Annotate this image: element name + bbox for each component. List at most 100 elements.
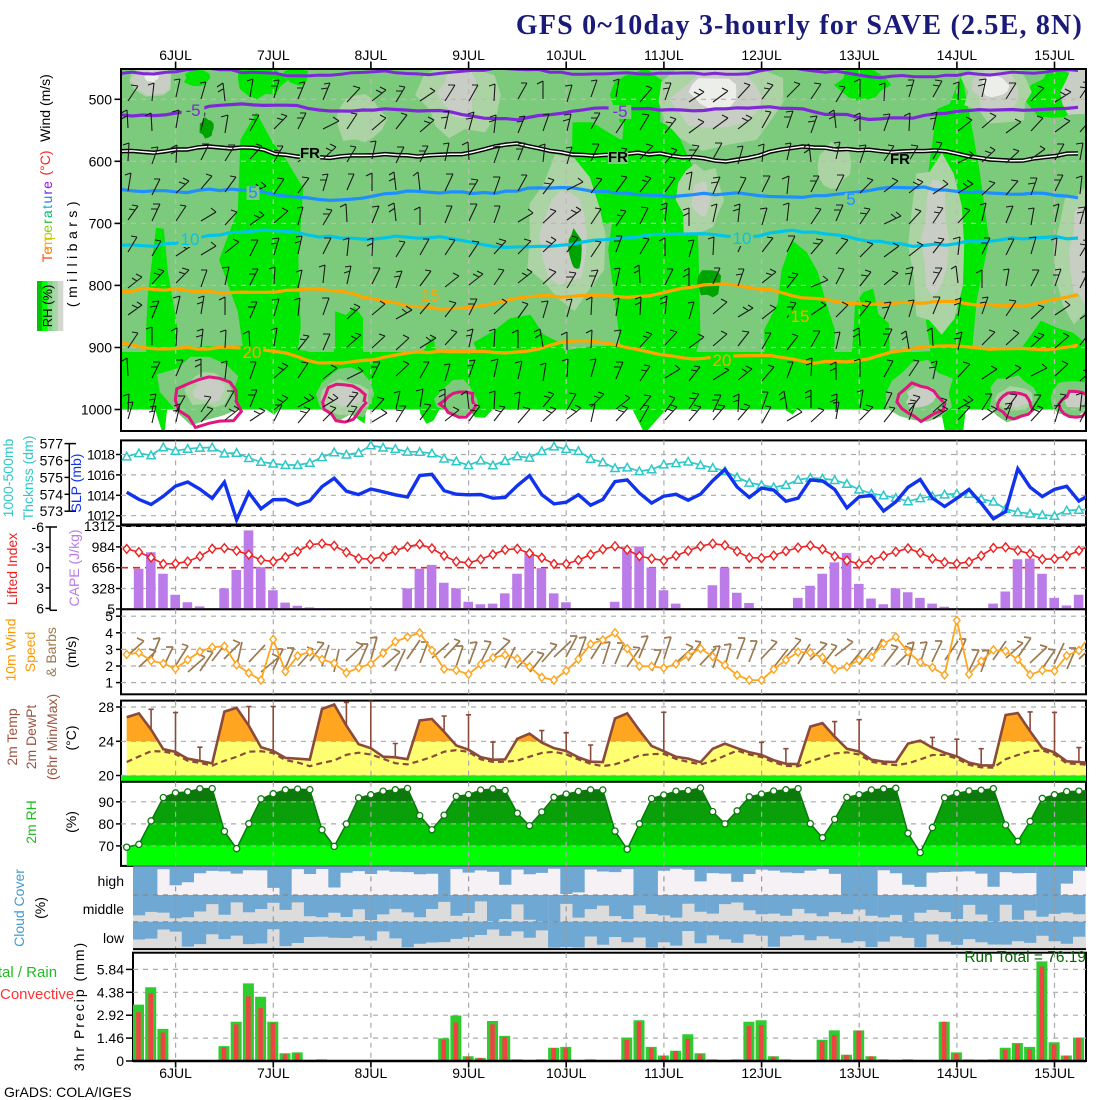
svg-text:(°C): (°C) bbox=[63, 725, 79, 750]
svg-text:800: 800 bbox=[89, 277, 113, 293]
svg-text:-3: -3 bbox=[32, 539, 45, 555]
svg-text:low: low bbox=[103, 930, 125, 946]
svg-text:328: 328 bbox=[92, 581, 116, 597]
svg-text:1016: 1016 bbox=[87, 467, 115, 483]
svg-text:GrADS: COLA/IGES: GrADS: COLA/IGES bbox=[4, 1084, 132, 1100]
svg-text:(m/s): (m/s) bbox=[63, 636, 79, 668]
svg-text:& Barbs: & Barbs bbox=[43, 627, 59, 677]
svg-text:700: 700 bbox=[89, 215, 113, 231]
svg-text:FR: FR bbox=[300, 145, 320, 162]
svg-text:4: 4 bbox=[105, 625, 113, 641]
svg-text:(millibars): (millibars) bbox=[64, 197, 80, 307]
svg-text:(%): (%) bbox=[63, 811, 79, 833]
svg-text:3hr Precip (mm): 3hr Precip (mm) bbox=[71, 941, 87, 1071]
svg-text:middle: middle bbox=[83, 901, 124, 917]
svg-text:573: 573 bbox=[40, 503, 64, 519]
svg-text:6: 6 bbox=[36, 600, 44, 616]
svg-text:0: 0 bbox=[36, 560, 44, 576]
svg-text:6JUL: 6JUL bbox=[159, 47, 192, 63]
svg-text:1014: 1014 bbox=[87, 487, 115, 503]
svg-text:-6: -6 bbox=[32, 519, 45, 535]
svg-text:-5: -5 bbox=[185, 101, 200, 120]
svg-text:1: 1 bbox=[105, 675, 113, 691]
svg-text:656: 656 bbox=[92, 560, 116, 576]
svg-text:20: 20 bbox=[713, 351, 732, 370]
svg-text:p: p bbox=[39, 232, 55, 240]
svg-text:7JUL: 7JUL bbox=[257, 1065, 290, 1081]
svg-text:984: 984 bbox=[92, 539, 116, 555]
svg-text:1312: 1312 bbox=[84, 518, 115, 534]
svg-text:1.46: 1.46 bbox=[97, 1030, 124, 1046]
svg-text:7JUL: 7JUL bbox=[257, 47, 290, 63]
svg-text:(%): (%) bbox=[32, 897, 48, 919]
svg-text:2: 2 bbox=[105, 658, 113, 674]
svg-text:80: 80 bbox=[98, 816, 114, 832]
svg-text:FR: FR bbox=[608, 149, 628, 166]
svg-text:10JUL: 10JUL bbox=[546, 1065, 587, 1081]
svg-text:4.38: 4.38 bbox=[97, 984, 124, 1000]
svg-text:8JUL: 8JUL bbox=[355, 47, 388, 63]
svg-text:SLP (mb): SLP (mb) bbox=[68, 454, 84, 513]
svg-text:Thcknss (dm): Thcknss (dm) bbox=[20, 436, 36, 521]
svg-text:11JUL: 11JUL bbox=[644, 47, 684, 63]
svg-text:15JUL: 15JUL bbox=[1034, 47, 1075, 63]
svg-text:e: e bbox=[39, 181, 55, 189]
svg-text:15: 15 bbox=[421, 286, 440, 305]
svg-text:m: m bbox=[39, 238, 55, 250]
svg-text:5: 5 bbox=[105, 608, 113, 624]
svg-text:10: 10 bbox=[733, 229, 752, 248]
svg-text:13JUL: 13JUL bbox=[839, 47, 880, 63]
svg-text:6JUL: 6JUL bbox=[159, 1065, 192, 1081]
svg-text:e: e bbox=[39, 225, 55, 233]
svg-text:15: 15 bbox=[791, 307, 810, 326]
svg-text:2m RH: 2m RH bbox=[23, 800, 39, 844]
svg-text:2.92: 2.92 bbox=[97, 1007, 124, 1023]
svg-text:3: 3 bbox=[105, 641, 113, 657]
svg-text:Speed: Speed bbox=[22, 632, 38, 672]
svg-text:500: 500 bbox=[89, 91, 113, 107]
svg-text:Total / Rain: Total / Rain bbox=[0, 964, 57, 981]
svg-text:r: r bbox=[39, 219, 55, 224]
svg-text:T: T bbox=[39, 253, 55, 262]
svg-text:Wind (m/s): Wind (m/s) bbox=[37, 74, 53, 142]
svg-text:575: 575 bbox=[40, 469, 64, 485]
svg-text:70: 70 bbox=[98, 838, 114, 854]
svg-text:high: high bbox=[98, 873, 124, 889]
svg-text:576: 576 bbox=[40, 453, 64, 469]
svg-text:1018: 1018 bbox=[87, 447, 115, 463]
svg-text:900: 900 bbox=[89, 340, 113, 356]
svg-text:RH (%): RH (%) bbox=[40, 285, 55, 328]
svg-text:(°C): (°C) bbox=[37, 150, 53, 175]
svg-text:FR: FR bbox=[890, 151, 910, 168]
svg-text:10: 10 bbox=[181, 230, 200, 249]
svg-text:3: 3 bbox=[36, 580, 44, 596]
svg-text:9JUL: 9JUL bbox=[452, 47, 485, 63]
svg-text:t: t bbox=[39, 205, 55, 209]
svg-text:574: 574 bbox=[40, 486, 64, 502]
svg-text:GFS 0~10day 3-hourly for SAVE: GFS 0~10day 3-hourly for SAVE (2.5E, 8N) bbox=[516, 10, 1083, 41]
svg-text:15JUL: 15JUL bbox=[1034, 1065, 1075, 1081]
svg-text:0: 0 bbox=[116, 1053, 124, 1069]
svg-text:r: r bbox=[39, 190, 55, 195]
svg-text:5: 5 bbox=[107, 601, 115, 617]
svg-text:1000: 1000 bbox=[81, 402, 112, 418]
svg-text:12JUL: 12JUL bbox=[741, 1065, 782, 1081]
svg-text:1012: 1012 bbox=[87, 508, 115, 524]
svg-text:5: 5 bbox=[248, 183, 257, 202]
svg-text:10m Wind: 10m Wind bbox=[3, 618, 19, 681]
svg-text:10JUL: 10JUL bbox=[546, 47, 587, 63]
svg-text:600: 600 bbox=[89, 153, 113, 169]
svg-text:-5: -5 bbox=[612, 102, 627, 121]
svg-text:(6hr Min/Max): (6hr Min/Max) bbox=[44, 694, 60, 780]
svg-text:577: 577 bbox=[40, 436, 64, 452]
svg-text:2m DewPt: 2m DewPt bbox=[23, 705, 39, 770]
svg-text:12JUL: 12JUL bbox=[741, 47, 782, 63]
svg-text:5.84: 5.84 bbox=[97, 961, 124, 977]
svg-text:11JUL: 11JUL bbox=[644, 1065, 684, 1081]
svg-text:1000-500mb: 1000-500mb bbox=[0, 438, 16, 517]
svg-text:u: u bbox=[39, 196, 55, 204]
svg-text:9JUL: 9JUL bbox=[452, 1065, 485, 1081]
svg-text:20: 20 bbox=[98, 768, 114, 784]
svg-text:Cloud Cover: Cloud Cover bbox=[11, 869, 27, 947]
svg-text:8JUL: 8JUL bbox=[355, 1065, 388, 1081]
